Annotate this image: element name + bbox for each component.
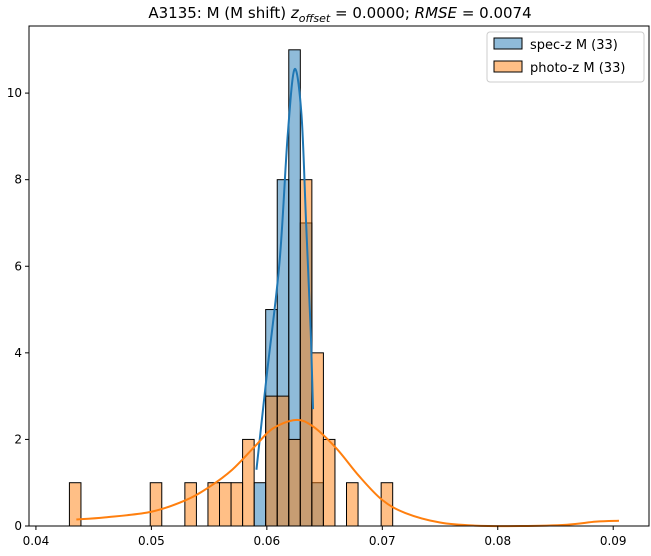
y-tick-label: 4	[14, 346, 22, 360]
title-z-sub: offset	[299, 12, 331, 25]
plot-frame	[28, 25, 650, 527]
legend-box	[486, 31, 645, 83]
legend-swatch-spec-z	[493, 37, 523, 50]
histogram-bar	[219, 482, 232, 527]
y-tick-label: 6	[14, 259, 22, 273]
x-tick-label: 0.04	[23, 534, 50, 548]
histogram-bar	[265, 395, 278, 527]
histogram-bar	[346, 482, 359, 527]
legend-label-spec-z: spec-z M (33)	[530, 38, 618, 53]
x-tick-label: 0.09	[600, 534, 627, 548]
histogram-bar	[207, 482, 221, 527]
histogram-bar	[322, 438, 336, 527]
x-tick-label: 0.07	[369, 534, 396, 548]
spec-z-kde-line	[255, 68, 315, 470]
kde-curves	[76, 68, 620, 528]
histogram-bar	[288, 438, 301, 527]
y-tick-label: 0	[14, 519, 22, 533]
x-tick-label: 0.05	[138, 534, 165, 548]
y-axis: 0 2 4 6 8 10	[7, 86, 29, 533]
legend: spec-z M (33) photo-z M (33)	[486, 31, 645, 83]
title-z: z	[290, 4, 300, 22]
photo-z-bars	[68, 179, 394, 527]
title-suffix: = 0.0074	[457, 4, 532, 22]
histogram-bar	[149, 482, 163, 527]
title-rmse: RMSE	[415, 4, 458, 22]
histogram-bar	[276, 395, 290, 527]
legend-swatch-photo-z	[493, 60, 523, 73]
x-axis: 0.04 0.05 0.06 0.07 0.08 0.09	[23, 526, 627, 548]
x-tick-label: 0.06	[253, 534, 280, 548]
legend-label-photo-z: photo-z M (33)	[530, 61, 625, 76]
histogram-bar	[253, 482, 267, 527]
chart-title: A3135: M (M shift) zoffset = 0.0000; RMS…	[148, 4, 531, 25]
title-mid: = 0.0000;	[330, 4, 414, 22]
y-tick-label: 2	[14, 432, 22, 446]
histogram-bar	[230, 482, 244, 527]
x-tick-label: 0.08	[484, 534, 511, 548]
title-prefix: A3135: M (M shift)	[148, 4, 291, 22]
y-tick-label: 8	[14, 173, 22, 187]
histogram-bar	[311, 352, 324, 527]
histogram-bar	[184, 482, 197, 527]
y-tick-label: 10	[7, 86, 22, 100]
